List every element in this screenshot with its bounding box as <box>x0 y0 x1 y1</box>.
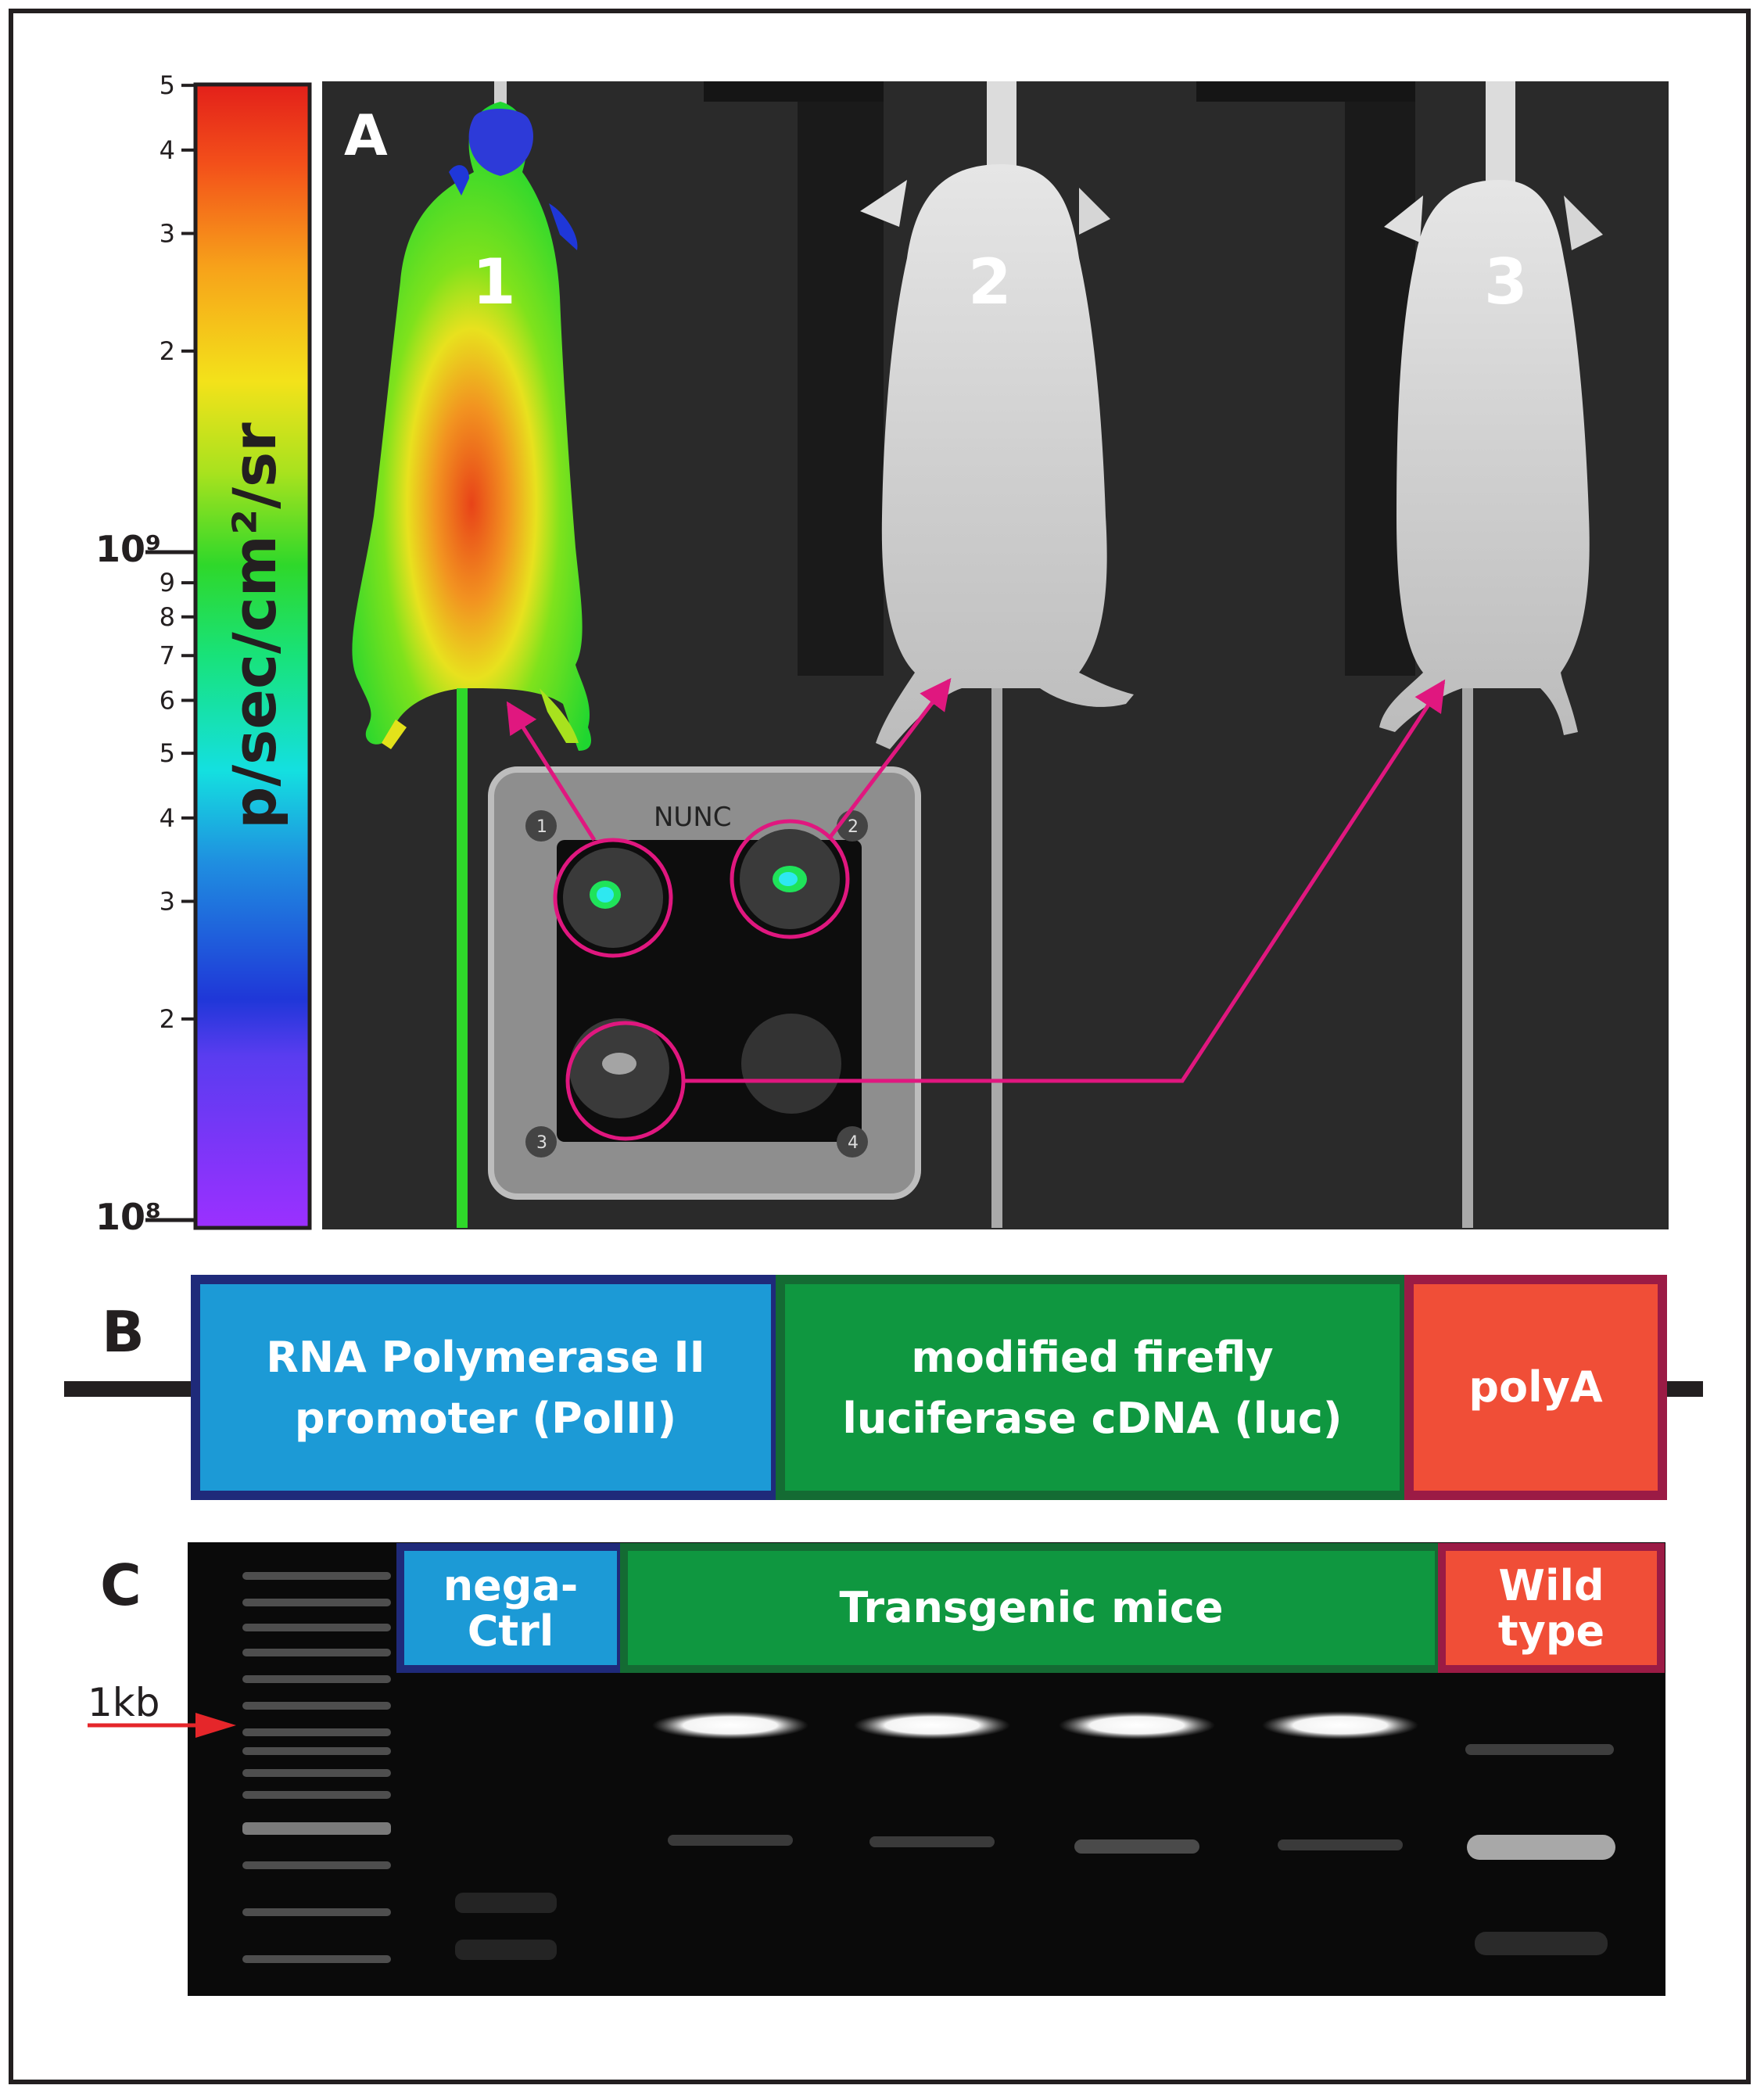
lane-group-transgenic-label: Transgenic mice <box>839 1583 1223 1632</box>
ladder-band <box>242 1769 391 1777</box>
mouse-2-number: 2 <box>968 246 1012 318</box>
segment-luciferase-line1: modified firefly <box>911 1333 1273 1382</box>
gel-wildtype-bands <box>1465 1744 1615 1955</box>
gel-band-transgenic-4 <box>1262 1711 1418 1739</box>
imaging-shadow-left <box>798 81 884 676</box>
gel-band-transgenic-3 <box>1059 1711 1215 1739</box>
ladder-band <box>242 1728 391 1736</box>
panel-a: 5 4 3 2 9 8 7 6 5 4 3 2 10⁹ 10⁸ p/sec/cm²/sr A 1 <box>95 70 1669 1238</box>
mouse-1-number: 1 <box>472 246 516 318</box>
ladder-band <box>242 1822 391 1835</box>
lane-group-wildtype-line1: Wild <box>1498 1561 1604 1610</box>
segment-luciferase-box <box>776 1275 1409 1500</box>
colorbar-ticks: 5 4 3 2 9 8 7 6 5 4 3 2 <box>160 70 197 1034</box>
lane-group-wildtype-line2: type <box>1498 1606 1604 1656</box>
colorbar-unit-label: p/sec/cm²/sr <box>220 422 289 829</box>
ladder-band <box>242 1702 391 1710</box>
segment-promoter-line1: RNA Polymerase II <box>266 1333 705 1382</box>
colorbar-tick-label: 4 <box>160 803 175 833</box>
ladder-band <box>242 1624 391 1631</box>
segment-polya-box <box>1404 1275 1667 1500</box>
ladder-band <box>242 1955 391 1963</box>
lane-group-negative-line2: Ctrl <box>468 1606 554 1656</box>
colorbar-tick-label: 2 <box>160 1004 175 1034</box>
lane-group-negative-box <box>396 1543 625 1673</box>
panel-b: B RNA Polymerase II promoter (PolII) mod… <box>64 1275 1703 1500</box>
gel-faint-bands <box>455 1835 1403 1960</box>
plate-well-number-3: 3 <box>536 1133 547 1153</box>
colorbar-tick-label: 5 <box>160 70 175 100</box>
colorbar-tick-label: 8 <box>160 602 175 632</box>
colorbar-gradient <box>193 82 312 1230</box>
ladder-band <box>242 1791 391 1799</box>
colorbar-tick-label: 3 <box>160 887 175 917</box>
panel-b-letter: B <box>102 1299 145 1365</box>
mouse-1-luminescent <box>352 81 591 1228</box>
segment-luciferase-line2: luciferase cDNA (luc) <box>842 1394 1342 1443</box>
marker-1kb-label: 1kb <box>88 1680 160 1725</box>
panel-a-letter: A <box>344 102 388 168</box>
colorbar-tick-label: 2 <box>160 336 175 366</box>
colorbar-major-tick-upper: 10⁹ <box>95 528 161 570</box>
ladder-band <box>242 1747 391 1755</box>
lane-group-transgenic-box <box>620 1543 1443 1673</box>
lane-group-wildtype-box <box>1438 1543 1665 1673</box>
segment-polya-label: polyA <box>1468 1362 1602 1412</box>
ladder-band <box>242 1649 391 1656</box>
gel-band-transgenic-1 <box>652 1711 808 1739</box>
ladder-band <box>242 1861 391 1869</box>
ladder-band <box>242 1599 391 1606</box>
ladder-bands <box>242 1572 391 1963</box>
panel-c: C nega- Ctrl Transgenic mice Wild type <box>88 1542 1665 1996</box>
colorbar-tick-label: 7 <box>160 641 175 670</box>
imaging-shadow-top <box>704 81 884 102</box>
culture-plate: 1 2 3 4 NUNC <box>488 766 921 1200</box>
mouse-3-number: 3 <box>1484 246 1528 318</box>
colorbar-tick-label: 6 <box>160 685 175 715</box>
ladder-band <box>242 1572 391 1580</box>
marker-1kb-arrowhead <box>195 1713 236 1738</box>
panel-c-letter: C <box>100 1552 142 1618</box>
colorbar-tick-label: 4 <box>160 135 175 165</box>
mouse-2 <box>860 81 1134 1228</box>
plate-well-number-2: 2 <box>848 817 859 837</box>
ladder-band <box>242 1908 391 1916</box>
mouse-3 <box>1379 81 1603 1228</box>
ladder-band <box>242 1675 391 1683</box>
colorbar-tick-label: 5 <box>160 738 175 768</box>
segment-promoter-box <box>191 1275 780 1500</box>
colorbar-major-tick-lower: 10⁸ <box>95 1196 161 1238</box>
annotation-arrows <box>506 677 1446 1141</box>
gel-band-transgenic-2 <box>854 1711 1010 1739</box>
colorbar-tick-label: 3 <box>160 219 175 249</box>
lane-group-negative-line1: nega- <box>443 1561 579 1610</box>
plate-brand-label: NUNC <box>654 802 732 833</box>
plate-well-number-1: 1 <box>536 817 547 837</box>
segment-promoter-line2: promoter (PolII) <box>295 1394 676 1443</box>
plate-well-number-4: 4 <box>848 1133 859 1153</box>
colorbar-tick-label: 9 <box>160 568 175 598</box>
imaging-shadow-top-2 <box>1196 81 1415 102</box>
